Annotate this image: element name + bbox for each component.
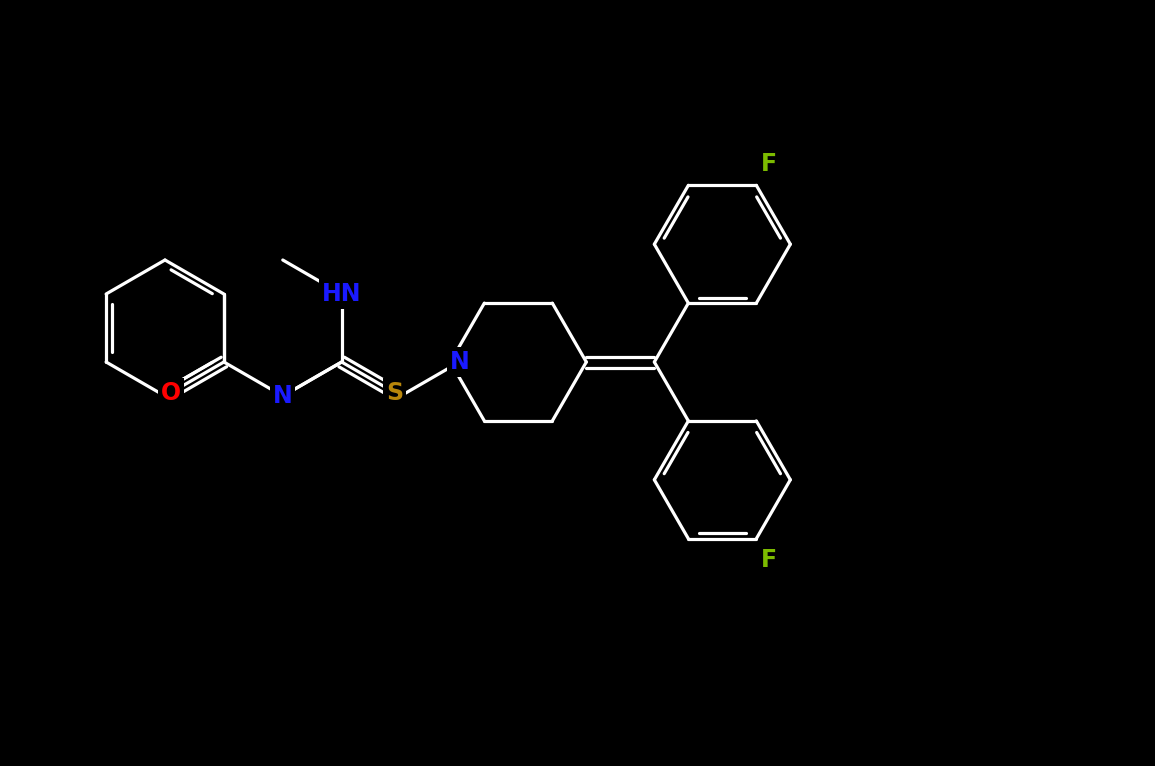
Text: O: O	[161, 381, 181, 404]
Text: N: N	[273, 384, 292, 408]
Text: F: F	[761, 548, 777, 572]
Text: O: O	[161, 381, 181, 404]
Text: N: N	[449, 350, 469, 374]
Text: N: N	[273, 384, 292, 408]
Text: S: S	[386, 381, 403, 404]
Text: N: N	[449, 350, 469, 374]
Text: HN: HN	[322, 282, 362, 306]
Text: HN: HN	[322, 282, 362, 306]
Text: S: S	[386, 381, 403, 404]
Text: F: F	[761, 152, 777, 175]
